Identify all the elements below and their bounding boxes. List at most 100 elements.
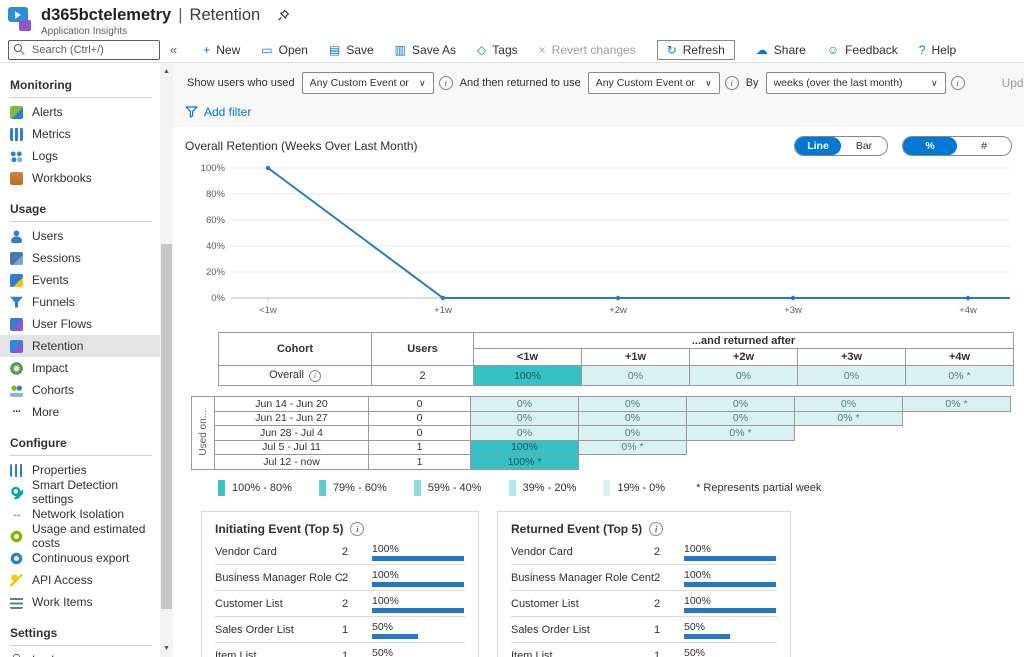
sidebar-item-continuous-export[interactable]: Continuous export [0, 547, 160, 569]
retention-cell: 0% [578, 410, 687, 426]
sidebar-item-funnels[interactable]: Funnels [0, 291, 160, 313]
locks-icon [10, 653, 23, 657]
sidebar-item-sessions[interactable]: Sessions [0, 247, 160, 269]
save-icon: ▤ [328, 42, 341, 57]
toolbar-open-button[interactable]: ▭ Open [261, 42, 308, 57]
smart-detection-icon [10, 485, 23, 499]
vertical-scrollbar[interactable]: ▲ ▼ [160, 63, 173, 657]
column-header-returned-after: ...and returned after [473, 332, 1014, 349]
sidebar-item-users[interactable]: Users [0, 225, 160, 247]
pin-icon[interactable] [277, 9, 290, 22]
toolbar-save-button[interactable]: ▤ Save [328, 42, 374, 57]
toolbar-save-as-button[interactable]: ▥ Save As [394, 42, 457, 57]
event-row: Vendor Card 2 100% [215, 539, 465, 565]
sidebar-item-more[interactable]: ··· More [0, 401, 160, 423]
share-icon: ☁ [755, 42, 768, 57]
info-icon[interactable] [350, 521, 365, 536]
info-icon[interactable] [724, 76, 739, 90]
info-icon[interactable] [649, 521, 664, 536]
sidebar-item-workbooks[interactable]: Workbooks [0, 167, 160, 189]
legend-swatch [318, 479, 326, 496]
column-header-cohort: Cohort [218, 332, 372, 366]
event-name: Item List [511, 649, 553, 657]
event-percent: 50% [372, 620, 394, 633]
sidebar-item-usage-and-estimated-costs[interactable]: Usage and estimated costs [0, 522, 160, 550]
search-input[interactable] [30, 42, 149, 57]
sidebar-item-alerts[interactable]: Alerts [0, 101, 160, 123]
retention-cell: 0% * [902, 396, 1011, 412]
scroll-up-icon[interactable]: ▲ [163, 68, 170, 75]
sidebar-item-impact[interactable]: Impact [0, 357, 160, 379]
resource-name: d365bctelemetry [41, 6, 172, 24]
info-icon[interactable] [308, 369, 321, 382]
main-content: Show users who used Any Custom Event or … [173, 63, 1024, 657]
scroll-down-icon[interactable]: ▼ [163, 645, 170, 652]
sidebar-item-metrics[interactable]: Metrics [0, 123, 160, 145]
users-count-cell: 0 [368, 425, 471, 441]
toolbar-help-button[interactable]: ? Help [918, 42, 957, 57]
cohorts-icon [10, 383, 23, 397]
toggle-option-percent[interactable]: % [903, 137, 957, 155]
cohort-weekly-table: Used on... Jun 14 - Jun 20 0 0% 0% 0% 0% 0% * Ju… [191, 396, 1024, 470]
cohort-name-cell: Overall [218, 365, 372, 386]
retention-icon [10, 339, 23, 353]
scrollbar-thumb[interactable] [161, 244, 172, 609]
sidebar-section-configure: Configure [10, 431, 152, 456]
sidebar-item-locks[interactable]: Locks [0, 649, 160, 657]
sidebar-item-work-items[interactable]: Work Items [0, 591, 160, 613]
add-filter-button[interactable]: Add filter [185, 105, 251, 119]
toolbar-commands: + New ▭ Open ▤ Save ▥ Save As ◇ Tags × Revert chang… [203, 39, 957, 60]
event-count: 1 [342, 623, 349, 636]
svg-text:40%: 40% [206, 241, 226, 252]
toolbar-tags-button[interactable]: ◇ Tags [477, 42, 518, 57]
svg-text:<1w: <1w [259, 305, 277, 316]
page-header: d365bctelemetry | Retention Application … [0, 0, 1024, 37]
update-button[interactable]: Update [996, 75, 1024, 91]
retention-cell: 0% [578, 396, 687, 412]
period-dropdown[interactable]: weeks (over the last month) [765, 72, 946, 94]
week-column-header: <1w [473, 348, 582, 366]
week-column-header: +1w [581, 348, 690, 366]
sidebar-item-logs[interactable]: Logs [0, 145, 160, 167]
sidebar-section-usage: Usage [10, 197, 152, 222]
sidebar-item-cohorts[interactable]: Cohorts [0, 379, 160, 401]
event-percent: 100% [372, 568, 399, 581]
event-name: Vendor Card [215, 545, 277, 558]
event-name: Customer List [511, 597, 579, 610]
toolbar-new-button[interactable]: + New [203, 42, 241, 57]
sidebar-search[interactable] [8, 39, 160, 60]
toolbar-share-button[interactable]: ☁ Share [755, 42, 806, 57]
toolbar-revert-changes-button: × Revert changes [538, 42, 636, 57]
week-column-header: +4w [905, 348, 1014, 366]
event-count: 2 [342, 597, 349, 610]
sidebar-item-events[interactable]: Events [0, 269, 160, 291]
returned-event-dropdown[interactable]: Any Custom Event or Pag... [587, 72, 720, 94]
legend-item: 79% - 60% [318, 479, 387, 496]
info-icon[interactable] [438, 76, 453, 90]
sidebar-item-api-access[interactable]: API Access [0, 569, 160, 591]
sidebar-item-network-isolation[interactable]: ↔ Network Isolation [11, 507, 125, 521]
info-icon[interactable] [950, 76, 965, 90]
initiating-event-dropdown[interactable]: Any Custom Event or Pag... [301, 72, 434, 94]
toggle-option-bar[interactable]: Bar [855, 140, 873, 152]
legend-swatch [508, 479, 516, 496]
sidebar-item-smart-detection-settings[interactable]: Smart Detection settings [0, 478, 160, 506]
event-bar [684, 607, 776, 613]
cohort-summary-table: Cohort Users ...and returned after <1w +1w +2… [173, 332, 1024, 386]
toolbar-feedback-button[interactable]: ☺ Feedback [826, 42, 898, 57]
event-name: Sales Order List [215, 623, 294, 636]
toggle-option-line[interactable]: Line [795, 137, 841, 155]
event-count: 1 [654, 623, 661, 636]
toolbar-refresh-button[interactable]: ↻ Refresh [656, 39, 735, 60]
table-row: Jun 28 - Jul 4 0 0% 0% 0% * [214, 425, 1011, 441]
filter-label-show-users: Show users who used [187, 77, 295, 89]
sidebar-item-properties[interactable]: Properties [0, 459, 160, 481]
sidebar-item-user-flows[interactable]: User Flows [0, 313, 160, 335]
sidebar-item-retention[interactable]: Retention [0, 335, 160, 357]
toggle-option-count[interactable]: # [981, 140, 987, 152]
event-percent: 100% [684, 542, 711, 555]
refresh-icon: ↻ [666, 42, 677, 57]
sidebar-collapse-button[interactable]: « [170, 42, 178, 57]
